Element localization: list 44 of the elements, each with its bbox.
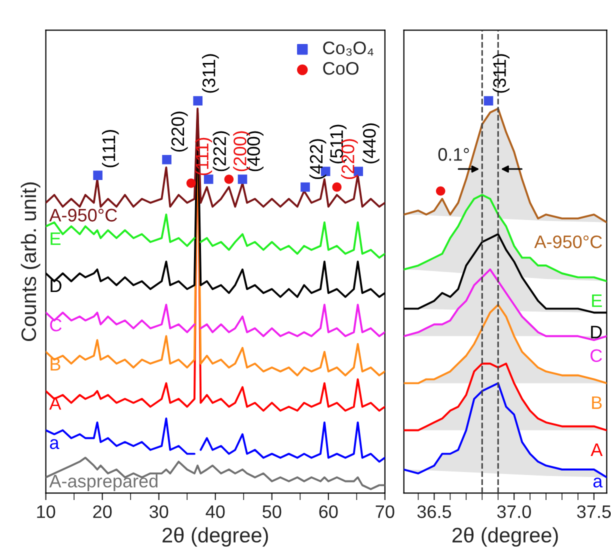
series-label: A-950°C bbox=[49, 208, 117, 222]
point bbox=[204, 174, 214, 184]
y-axis-title: Counts (arb. unit) bbox=[20, 182, 40, 342]
x-tick-label: 30 bbox=[150, 505, 168, 518]
series-label: a bbox=[50, 439, 60, 450]
point bbox=[332, 182, 342, 192]
point bbox=[93, 170, 102, 180]
x-tick-label: 70 bbox=[376, 505, 394, 518]
point bbox=[193, 96, 203, 106]
annotation: (111) bbox=[102, 130, 119, 168]
annotation: (111) bbox=[195, 138, 212, 176]
annotation: (311) bbox=[202, 54, 219, 93]
x-tick-label: 60 bbox=[319, 505, 338, 518]
annotation: (222) bbox=[212, 131, 230, 172]
series-label: E bbox=[50, 232, 60, 245]
series-label: A-950°C bbox=[534, 235, 602, 248]
annotation: (440) bbox=[362, 123, 380, 164]
series-label: D bbox=[591, 326, 602, 338]
point bbox=[224, 174, 234, 184]
legend-label: CoO bbox=[323, 62, 359, 75]
series-label: A bbox=[590, 444, 603, 456]
x-tick-label: 20 bbox=[93, 505, 112, 518]
point bbox=[186, 178, 196, 188]
point bbox=[162, 154, 172, 164]
point bbox=[238, 174, 248, 184]
x-tick-label: 37.5 bbox=[577, 505, 611, 518]
legend-label: Co₃O₄ bbox=[323, 41, 374, 56]
annotation: (311) bbox=[492, 54, 510, 93]
series-label: A-asprepared bbox=[49, 474, 158, 492]
series-label: E bbox=[592, 294, 602, 307]
series-label: a bbox=[593, 478, 603, 488]
x-axis-title: 2θ (degree) bbox=[452, 527, 558, 547]
series-label: C bbox=[590, 349, 602, 362]
x-tick-label: 10 bbox=[37, 505, 56, 518]
point bbox=[300, 182, 310, 192]
x-axis-title: 2θ (degree) bbox=[162, 527, 268, 547]
annotation: 0.1° bbox=[438, 148, 469, 161]
x-tick-label: 37.0 bbox=[497, 505, 531, 518]
x-tick-label: 40 bbox=[206, 505, 225, 518]
series-label: B bbox=[592, 396, 602, 409]
annotation: (422) bbox=[309, 139, 326, 180]
x-tick-label: 36.5 bbox=[417, 505, 452, 518]
annotation: (220) bbox=[170, 112, 188, 152]
x-tick-label: 50 bbox=[262, 505, 282, 518]
